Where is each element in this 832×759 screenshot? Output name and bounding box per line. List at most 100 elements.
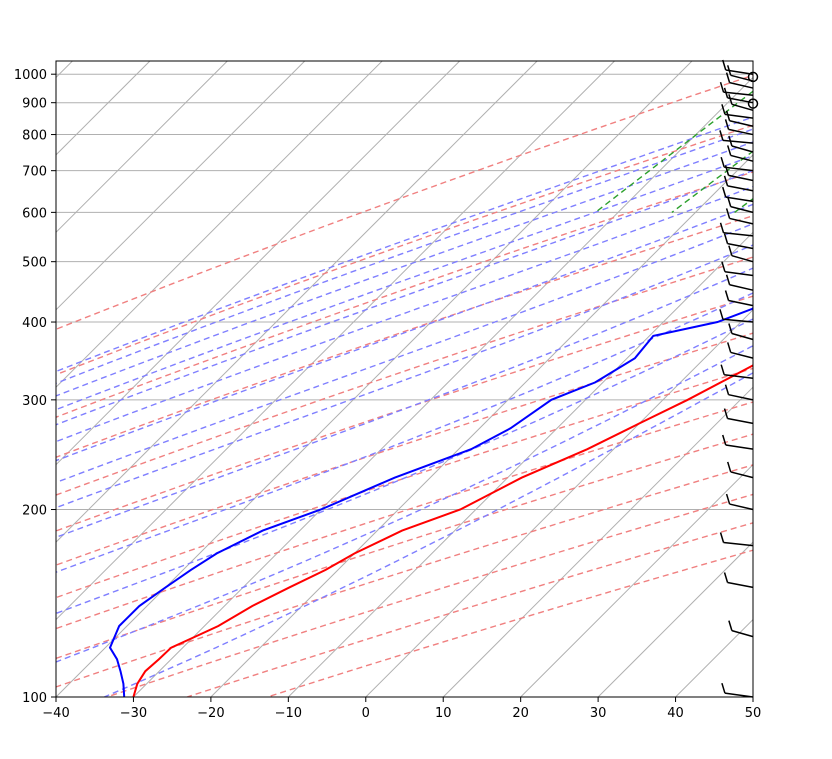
wind-barb — [729, 81, 754, 89]
y-tick-label: 400 — [22, 316, 47, 331]
wind-barb — [722, 139, 754, 144]
y-tick-label: 300 — [22, 394, 47, 409]
dry-adiabat-line — [56, 464, 753, 688]
wind-barb-flag — [726, 342, 732, 353]
dry-adiabat-line — [56, 171, 753, 418]
dry-adiabat-line — [267, 549, 753, 697]
wind-barb — [731, 254, 754, 263]
y-tick-label: 900 — [22, 97, 47, 112]
moist-adiabat-line — [56, 185, 753, 443]
moist-adiabat-line — [56, 116, 753, 373]
x-tick-label: 50 — [745, 706, 762, 721]
wind-barb-flag — [721, 682, 726, 694]
x-tick-label: 0 — [362, 706, 370, 721]
wind-barb-flag — [728, 620, 733, 631]
wind-barb — [727, 242, 754, 250]
x-tick-label: −10 — [275, 706, 302, 721]
wind-barb-flag — [725, 493, 731, 505]
calm-wind-marker — [747, 71, 759, 83]
wind-barb-flag — [719, 532, 725, 543]
wind-barb — [724, 692, 754, 698]
wind-barb — [730, 205, 754, 214]
isotherm-line — [56, 61, 538, 543]
wind-barb — [731, 332, 754, 341]
wind-barb — [730, 471, 754, 479]
moist-adiabat-line — [104, 372, 753, 697]
x-tick-label: 10 — [435, 706, 452, 721]
moist-adiabat-line — [56, 128, 753, 385]
plot-frame — [55, 60, 754, 698]
wind-barb-flag — [724, 119, 730, 130]
y-tick-label: 800 — [22, 129, 47, 144]
wind-barb-flag — [721, 104, 726, 115]
wind-barb — [723, 232, 754, 237]
isotherm-line — [56, 61, 615, 621]
wind-barb-flag — [720, 364, 725, 375]
wind-barb-flag — [723, 572, 729, 583]
dewpoint-profile-line — [108, 306, 753, 697]
y-tick-label: 500 — [22, 256, 47, 271]
dry-adiabat-line — [56, 124, 753, 376]
wind-barb — [723, 91, 754, 97]
dry-adiabat-line — [56, 332, 753, 566]
y-axis: 100 200 300 400 500 600 700 800 900 1000 — [14, 68, 56, 706]
dry-adiabat-line — [56, 256, 753, 496]
moist-adiabat-line — [56, 267, 753, 539]
wind-barb — [728, 174, 754, 182]
wind-barbs — [719, 59, 759, 698]
wind-barb — [722, 318, 754, 323]
wind-barb-flag — [728, 94, 733, 105]
isotherm-line — [56, 61, 383, 388]
calm-wind-marker — [747, 98, 759, 109]
wind-barb-flag — [722, 59, 727, 71]
wind-barb — [725, 444, 754, 450]
wind-barb — [731, 145, 754, 153]
dry-adiabat-line — [56, 74, 753, 331]
wind-barb-flag — [726, 196, 732, 207]
wind-barb-flag — [726, 461, 732, 473]
isotherm-line — [752, 696, 753, 697]
wind-barb — [729, 283, 754, 291]
wind-barb-flag — [719, 81, 725, 93]
wind-barb — [729, 120, 754, 127]
moist-adiabat-line — [56, 244, 753, 509]
wind-barb — [731, 103, 754, 112]
x-tick-label: −30 — [120, 706, 147, 721]
wind-barb — [729, 217, 754, 225]
mixing-ratio-line — [594, 90, 753, 213]
y-tick-label: 100 — [22, 691, 47, 706]
dry-adiabat-line — [56, 215, 753, 458]
wind-barb-flag — [725, 274, 731, 285]
isotherm-line — [56, 61, 73, 79]
wind-barb — [725, 196, 754, 203]
wind-barb-flag — [720, 156, 725, 168]
wind-barb-flag — [721, 261, 726, 272]
moist-adiabat-line — [56, 344, 753, 663]
dry-adiabat-line — [56, 367, 753, 599]
wind-barb-flag — [728, 245, 733, 256]
wind-barb — [728, 299, 754, 307]
wind-barb — [727, 185, 754, 192]
wind-barb-flag — [724, 290, 730, 301]
wind-barb-flag — [725, 208, 731, 219]
wind-barb-flag — [719, 309, 724, 320]
wind-barb — [729, 503, 754, 511]
wind-barb-flag — [723, 233, 729, 244]
isotherm-line — [675, 618, 753, 697]
temperature-profile-line — [132, 364, 753, 697]
isotherm-line — [56, 61, 461, 466]
isotherm-line — [597, 541, 753, 697]
background-grid — [56, 61, 753, 697]
wind-barb-flag — [722, 186, 727, 198]
y-tick-label: 1000 — [14, 68, 47, 83]
wind-barb — [724, 373, 754, 379]
wind-barb-flag — [724, 384, 730, 395]
y-tick-label: 600 — [22, 206, 47, 221]
wind-barb — [723, 541, 754, 547]
moist-adiabat-line — [56, 154, 753, 411]
moist-adiabat-line — [56, 292, 753, 573]
isotherm-line — [365, 309, 753, 697]
y-tick-label: 200 — [22, 504, 47, 519]
dry-adiabat-line — [106, 493, 753, 697]
x-tick-label: 30 — [590, 706, 607, 721]
